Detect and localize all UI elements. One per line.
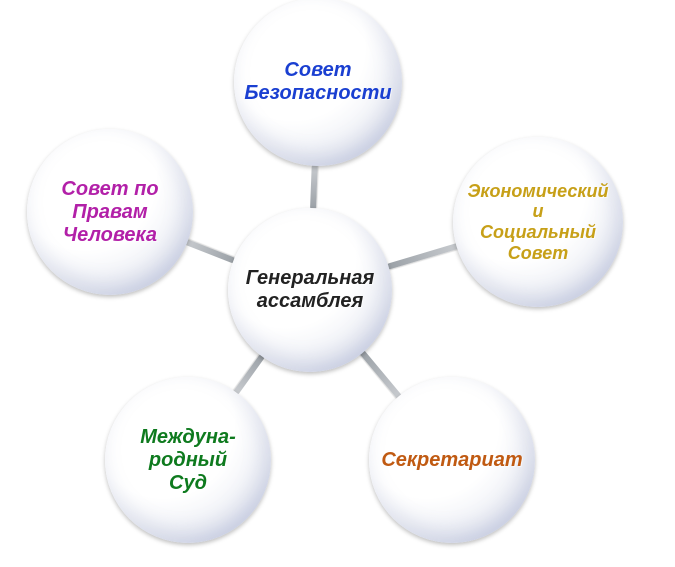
spoke <box>310 164 318 210</box>
center-label: Генеральная ассамблея <box>246 267 375 313</box>
node-center: Генеральная ассамблея <box>228 208 392 372</box>
node-security-council: Совет Безопасности <box>234 0 402 166</box>
node-label: Совет Безопасности <box>244 59 391 105</box>
node-label: Секретариат <box>381 449 522 472</box>
node-secretariat: Секретариат <box>369 377 535 543</box>
node-ecosoc: Экономический и Социальный Совет <box>453 137 623 307</box>
node-label: Междуна- родный Суд <box>140 426 236 495</box>
spoke <box>233 353 266 396</box>
node-hrc: Совет по Правам Человека <box>27 129 193 295</box>
node-icj: Междуна- родный Суд <box>105 377 271 543</box>
spoke <box>184 239 236 264</box>
spoke <box>359 349 402 399</box>
node-label: Совет по Правам Человека <box>61 178 158 247</box>
node-label: Экономический и Социальный Совет <box>467 181 608 264</box>
radial-diagram: Совет Безопасности Экономический и Социа… <box>0 0 675 567</box>
spoke <box>386 243 460 270</box>
